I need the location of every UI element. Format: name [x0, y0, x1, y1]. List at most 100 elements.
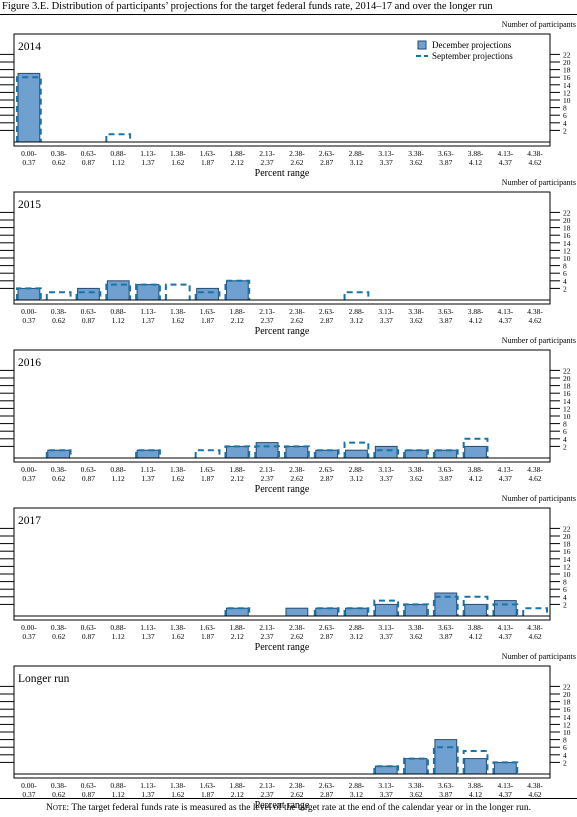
x-tick-label-line: 3.88- — [468, 623, 484, 632]
x-tick-label: 0.63-0.87 — [81, 149, 97, 167]
september-outline — [462, 595, 489, 616]
y-tick-label: 20 — [563, 532, 571, 541]
x-tick-label-line: 4.12 — [469, 632, 482, 641]
x-tick-label-line: 3.63- — [438, 149, 454, 158]
x-tick-label-line: 1.38- — [170, 465, 186, 474]
x-tick-label-line: 3.13- — [378, 623, 394, 632]
september-outline — [462, 750, 489, 774]
september-outline — [343, 607, 370, 616]
x-tick-label: 4.13-4.37 — [498, 307, 514, 325]
x-tick-label-line: 0.87 — [82, 790, 95, 799]
x-tick-label-line: 0.63- — [81, 623, 97, 632]
x-tick-label: 1.38-1.62 — [170, 307, 186, 325]
september-outline — [194, 449, 221, 458]
x-tick-label-line: 4.38- — [527, 307, 543, 316]
y-tick-label: 4 — [563, 277, 567, 286]
ylabel: Number of participants — [502, 652, 576, 661]
x-tick-label: 1.38-1.62 — [170, 781, 186, 799]
x-tick-label-line: 2.37 — [261, 790, 274, 799]
x-tick-label-line: 4.13- — [498, 307, 514, 316]
x-tick-label-line: 0.00- — [21, 307, 37, 316]
x-tick-label-line: 1.12 — [112, 790, 125, 799]
ylabel: Number of participants — [502, 336, 576, 345]
legend-label-december: December projections — [432, 40, 512, 50]
september-outline — [432, 595, 459, 616]
x-tick-label-line: 0.38- — [51, 149, 67, 158]
x-tick-label: 3.88-4.12 — [468, 307, 484, 325]
x-tick-label-line: 3.12 — [350, 316, 363, 325]
y-tick-label: 22 — [563, 682, 571, 691]
x-tick-label-line: 3.63- — [438, 623, 454, 632]
x-tick-label-line: 2.12 — [231, 316, 244, 325]
x-tick-label: 3.13-3.37 — [378, 465, 394, 483]
x-tick-label-line: 4.62 — [529, 316, 542, 325]
y-tick-label: 20 — [563, 690, 571, 699]
x-tick-label: 0.88-1.12 — [110, 781, 126, 799]
x-tick-label-line: 4.38- — [527, 623, 543, 632]
december-bar — [464, 758, 487, 775]
y-tick-label: 10 — [563, 96, 571, 105]
xlabel: Percent range — [255, 800, 310, 811]
x-tick-label: 1.13-1.37 — [140, 149, 156, 167]
x-tick-label-line: 4.37 — [499, 632, 512, 641]
x-tick-label-line: 0.62 — [52, 316, 65, 325]
x-tick-label: 1.13-1.37 — [140, 465, 156, 483]
xlabel: Percent range — [255, 484, 310, 495]
x-tick-label: 1.63-1.87 — [200, 465, 216, 483]
ylabel: Number of participants — [502, 20, 576, 29]
x-tick-label-line: 2.87 — [320, 158, 333, 167]
x-tick-label: 2.63-2.87 — [319, 307, 335, 325]
y-tick-label: 8 — [563, 262, 567, 271]
september-outline — [462, 437, 489, 458]
x-tick-label: 3.88-4.12 — [468, 781, 484, 799]
y-tick-label: 18 — [563, 382, 571, 391]
september-outline — [313, 607, 340, 616]
x-tick-label-line: 1.87 — [201, 316, 214, 325]
x-tick-label-line: 2.88- — [349, 149, 365, 158]
x-tick-label-line: 2.62 — [290, 158, 303, 167]
x-tick-label-line: 1.63- — [200, 465, 216, 474]
y-tick-label: 22 — [563, 50, 571, 59]
y-tick-label: 4 — [563, 435, 567, 444]
x-tick-label-line: 4.12 — [469, 474, 482, 483]
december-bar — [345, 449, 368, 459]
x-tick-label-line: 4.62 — [529, 474, 542, 483]
y-tick-label: 12 — [563, 720, 571, 729]
x-tick-label-line: 2.87 — [320, 790, 333, 799]
x-tick-label-line: 3.87 — [439, 158, 452, 167]
x-tick-label-line: 4.12 — [469, 790, 482, 799]
plot-frame — [13, 191, 551, 305]
x-tick-label: 2.13-2.37 — [259, 149, 275, 167]
december-bar — [285, 607, 309, 617]
x-tick-label: 1.13-1.37 — [140, 781, 156, 799]
x-tick-label: 3.13-3.37 — [378, 623, 394, 641]
x-tick-label: 0.88-1.12 — [110, 149, 126, 167]
x-tick-label: 0.38-0.62 — [51, 781, 67, 799]
plot-frame — [13, 349, 551, 463]
y-tick-label: 16 — [563, 705, 571, 714]
panel-label: 2015 — [18, 199, 41, 211]
september-outline — [45, 291, 72, 300]
x-tick-label-line: 0.37 — [22, 632, 35, 641]
plot-frame — [13, 33, 551, 147]
x-tick-label-line: 3.63- — [438, 307, 454, 316]
y-tick-label: 12 — [563, 88, 571, 97]
x-tick-label-line: 1.87 — [201, 158, 214, 167]
y-tick-label: 6 — [563, 269, 567, 278]
y-tick-label: 16 — [563, 547, 571, 556]
x-tick-label: 3.63-3.87 — [438, 149, 454, 167]
x-tick-label: 3.13-3.37 — [378, 149, 394, 167]
x-tick-label-line: 4.62 — [529, 158, 542, 167]
x-tick-label-line: 0.38- — [51, 781, 67, 790]
x-tick-label: 1.88-2.12 — [230, 781, 246, 799]
x-tick-label-line: 2.62 — [290, 474, 303, 483]
september-outline — [432, 449, 459, 458]
y-tick-label: 14 — [563, 555, 571, 564]
x-tick-label: 1.38-1.62 — [170, 149, 186, 167]
x-tick-label: 2.13-2.37 — [259, 623, 275, 641]
y-tick-label: 8 — [563, 104, 567, 113]
y-tick-label: 22 — [563, 208, 571, 217]
y-tick-label: 22 — [563, 524, 571, 533]
x-tick-label-line: 2.87 — [320, 474, 333, 483]
x-tick-label-line: 1.87 — [201, 790, 214, 799]
